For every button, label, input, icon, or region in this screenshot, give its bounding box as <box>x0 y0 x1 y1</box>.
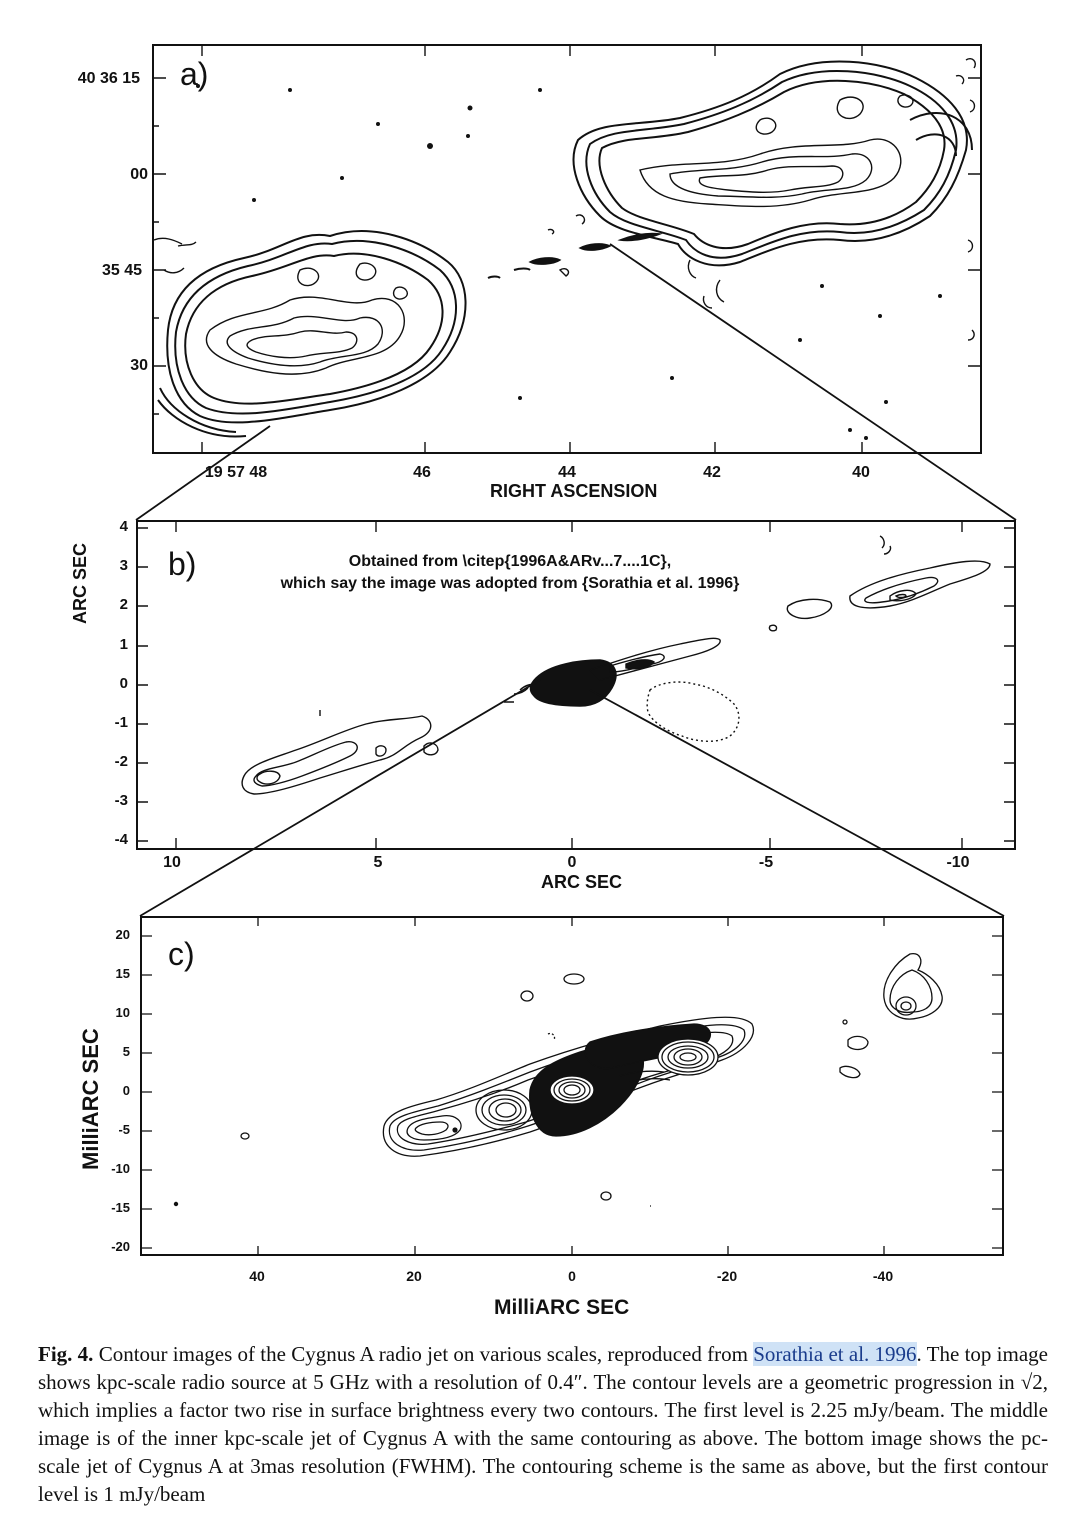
y-tick: -5 <box>118 1122 130 1137</box>
x-tick: -40 <box>872 1268 894 1284</box>
panel-a-letter: a) <box>180 56 209 92</box>
figure-caption: Fig. 4. Contour images of the Cygnus A r… <box>38 1340 1048 1508</box>
y-tick: 20 <box>115 927 130 942</box>
panel-b-contours <box>136 520 1016 850</box>
panel-b: b) 4 3 2 1 0 -1 -2 -3 -4 ARC SEC 10 5 0 … <box>0 510 1086 900</box>
panel-c: c) 20 15 10 5 0 -5 -10 -15 -20 MilliARC … <box>0 900 1086 1320</box>
y-tick: -20 <box>111 1239 130 1254</box>
dec-tick: 40 36 15 <box>77 70 140 87</box>
y-tick: 15 <box>115 966 130 981</box>
figure-label: Fig. 4. <box>38 1342 94 1366</box>
y-tick: 0 <box>122 1083 130 1098</box>
y-tick: 1 <box>119 636 128 653</box>
x-tick: 0 <box>567 854 577 871</box>
ra-tick: 44 <box>558 464 576 481</box>
y-tick: -1 <box>114 714 128 731</box>
y-tick: 4 <box>119 518 128 535</box>
y-tick: 2 <box>119 596 128 613</box>
y-tick: -10 <box>111 1161 130 1176</box>
y-tick: 10 <box>115 1005 130 1020</box>
source-note-line2: which say the image was adopted from {So… <box>280 575 740 592</box>
x-tick: 40 <box>249 1268 265 1284</box>
caption-text-start: Contour images of the Cygnus A radio jet… <box>93 1342 754 1366</box>
dec-tick: 35 45 <box>101 262 142 279</box>
x-tick: -20 <box>716 1268 738 1284</box>
panel-c-letter: c) <box>168 936 195 972</box>
dec-tick: 30 <box>130 357 148 374</box>
y-tick: 3 <box>119 557 128 574</box>
x-tick: 20 <box>406 1268 422 1284</box>
panel-a: a) 40 36 15 00 35 45 30 19 57 48 46 44 4… <box>0 0 1086 510</box>
y-tick: -4 <box>114 831 128 848</box>
ra-tick: 46 <box>413 464 431 481</box>
y-tick: -3 <box>114 792 128 809</box>
y-tick: -2 <box>114 753 128 770</box>
y-tick: 5 <box>122 1044 130 1059</box>
y-tick: 0 <box>119 675 128 692</box>
dec-tick: 00 <box>130 166 148 183</box>
x-axis-title: MilliARC SEC <box>494 1296 630 1319</box>
panel-b-letter: b) <box>168 546 197 582</box>
x-tick: 0 <box>568 1268 576 1284</box>
caption-text-end: . The top image shows kpc-scale radio so… <box>38 1342 1048 1506</box>
source-note-line1: Obtained from \citep{1996A&ARv...7....1C… <box>348 553 672 570</box>
y-tick: -15 <box>111 1200 130 1215</box>
citation-link[interactable]: Sorathia et al. 1996 <box>753 1342 917 1366</box>
panel-c-contours <box>140 916 1004 1256</box>
panel-a-contours <box>152 44 982 454</box>
